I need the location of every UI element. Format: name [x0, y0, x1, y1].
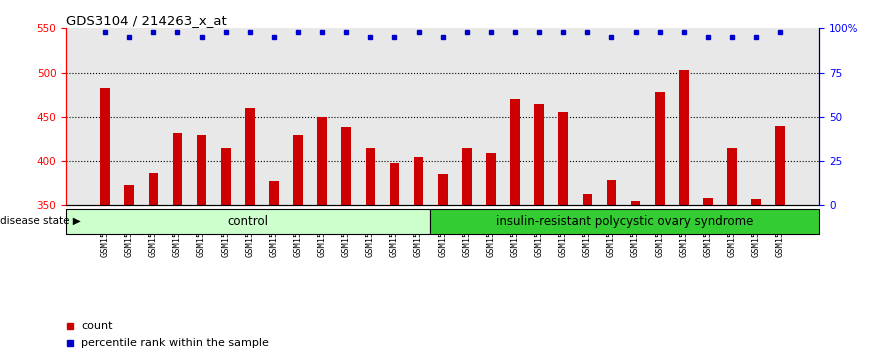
Bar	[414, 156, 424, 205]
Text: insulin-resistant polycystic ovary syndrome: insulin-resistant polycystic ovary syndr…	[496, 215, 753, 228]
Text: count: count	[81, 321, 113, 331]
Bar	[66, 209, 430, 234]
Bar	[342, 127, 351, 205]
Text: GDS3104 / 214263_x_at: GDS3104 / 214263_x_at	[66, 14, 226, 27]
Bar	[269, 181, 278, 205]
Bar	[366, 148, 375, 205]
Bar	[317, 117, 327, 205]
Bar	[100, 87, 110, 205]
Bar	[535, 103, 544, 205]
Bar	[607, 179, 617, 205]
Bar	[438, 174, 448, 205]
Bar	[582, 194, 592, 205]
Bar	[245, 108, 255, 205]
Text: disease state ▶: disease state ▶	[0, 216, 81, 226]
Bar	[486, 153, 496, 205]
Bar	[430, 209, 819, 234]
Bar	[173, 133, 182, 205]
Bar	[149, 172, 159, 205]
Bar	[631, 201, 640, 205]
Bar	[775, 126, 785, 205]
Bar	[196, 135, 206, 205]
Bar	[462, 148, 471, 205]
Bar	[559, 112, 568, 205]
Text: control: control	[227, 215, 269, 228]
Bar	[221, 148, 231, 205]
Bar	[679, 70, 689, 205]
Bar	[293, 135, 303, 205]
Bar	[510, 99, 520, 205]
Text: percentile rank within the sample: percentile rank within the sample	[81, 338, 270, 348]
Bar	[727, 148, 737, 205]
Bar	[751, 199, 761, 205]
Bar	[124, 185, 134, 205]
Bar	[655, 92, 664, 205]
Bar	[703, 198, 713, 205]
Bar	[389, 163, 399, 205]
